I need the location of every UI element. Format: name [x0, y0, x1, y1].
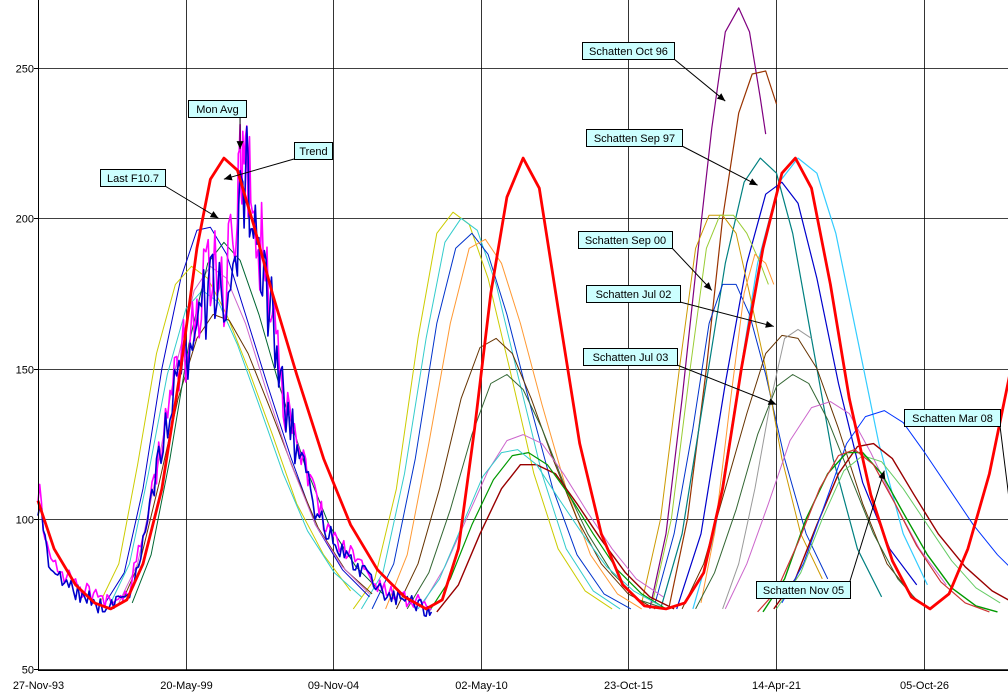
annotation-box — [904, 409, 1001, 427]
series-line-trend — [36, 156, 1008, 611]
series-lines — [36, 7, 1008, 617]
annotation-arrowhead — [223, 173, 233, 181]
y-tick-label: 200 — [16, 214, 34, 226]
annotation-callout: Schatten Nov 05 — [756, 470, 886, 599]
series-line-schatten-jul-03 — [681, 334, 912, 610]
annotation-callout: Schatten Sep 97 — [586, 129, 758, 186]
annotation-arrowhead — [765, 321, 774, 328]
annotation-arrowhead — [236, 141, 244, 150]
annotation-box — [583, 348, 678, 366]
series-line-schatten-mar-08-b — [781, 410, 1008, 604]
annotation-leader-line — [673, 58, 726, 102]
x-tick-label: 09-Nov-04 — [308, 680, 359, 692]
y-tick-label: 150 — [16, 365, 34, 377]
annotation-arrowhead — [748, 178, 758, 186]
y-tick-label: 250 — [16, 64, 34, 76]
series-line-schatten-sep-00 — [654, 283, 829, 604]
series-line-schatten-oct-96 — [649, 7, 767, 610]
annotation-arrowhead — [878, 470, 886, 480]
series-line-schatten-nov-05-b — [757, 449, 990, 613]
annotation-label: Schatten Jul 03 — [593, 352, 669, 364]
series-line-schatten-jul-03-c — [722, 328, 812, 610]
series-line-cycle-23-c — [110, 289, 362, 604]
annotation-label: Schatten Jul 02 — [596, 289, 672, 301]
x-tick-label: 23-Oct-15 — [604, 680, 653, 692]
annotation-label: Schatten Sep 97 — [594, 133, 675, 145]
series-line-schatten-sep-97 — [660, 157, 883, 610]
series-line-cycle-23-d — [121, 313, 373, 604]
series-line-cycle-24-e — [395, 337, 656, 610]
annotation-label: Schatten Oct 96 — [589, 46, 668, 58]
annotation-leader-line — [679, 301, 774, 327]
annotation-box — [582, 42, 675, 60]
annotation-leader-line — [849, 470, 885, 582]
annotation-leader-line — [671, 247, 713, 291]
annotation-callout: Schatten Jul 02 — [586, 285, 774, 328]
series-line-cycle-24-c — [371, 232, 632, 610]
annotation-label: Last F10.7 — [107, 173, 159, 185]
annotation-callout: Trend — [223, 142, 333, 181]
series-line-cycle-24-i — [428, 452, 667, 613]
annotation-box — [756, 581, 851, 599]
annotation-label: Schatten Nov 05 — [763, 585, 844, 597]
annotation-box — [100, 169, 166, 187]
series-line-schatten-jul-03-b — [695, 374, 920, 610]
annotation-callout: Schatten Mar 08 — [904, 409, 1008, 495]
annotation-box — [188, 100, 247, 118]
annotation-callout: Mon Avg — [188, 100, 247, 150]
series-line-cycle-24-d — [385, 238, 642, 610]
annotation-arrowhead — [703, 282, 712, 291]
y-tick-label: 100 — [16, 515, 34, 527]
series-line-schatten-sep-97-c — [676, 181, 918, 610]
annotation-arrowhead — [767, 398, 777, 405]
axes: 50 100 150 200 250 27-Nov-93 20-May-99 09-Nov-0… — [13, 0, 1008, 692]
series-line-cycle-24-f — [406, 374, 667, 610]
x-tick-label: 14-Apr-21 — [752, 680, 801, 692]
annotation-leader-line — [681, 145, 758, 186]
series-line-cycle-24-b — [360, 217, 621, 610]
annotation-leader-line — [223, 158, 295, 180]
annotation-label: Mon Avg — [196, 104, 239, 116]
annotation-label: Trend — [299, 146, 327, 158]
annotation-box — [586, 285, 681, 303]
series-line-schatten-oct-96-b — [668, 70, 778, 610]
annotation-callout: Schatten Jul 03 — [583, 348, 777, 406]
series-line-cycle-24-h — [436, 464, 675, 613]
x-tick-label: 20-May-99 — [160, 680, 213, 692]
annotation-arrowhead — [209, 211, 219, 219]
x-tick-label: 02-May-10 — [455, 680, 508, 692]
annotation-leader-line — [999, 425, 1008, 495]
series-line-schatten-jul-02-b — [652, 214, 769, 604]
annotation-box — [586, 129, 683, 147]
series-line-schatten-jul-02-c — [700, 253, 775, 603]
annotation-leader-line — [676, 364, 777, 406]
x-tick-label: 27-Nov-93 — [13, 680, 64, 692]
annotation-arrowhead — [716, 93, 726, 102]
annotation-box — [578, 231, 673, 249]
annotation-label: Schatten Sep 00 — [585, 235, 666, 247]
series-line-last-f10-7 — [37, 125, 433, 617]
annotation-callout: Last F10.7 — [100, 169, 219, 219]
annotation-callout: Schatten Sep 00 — [578, 231, 713, 291]
annotation-label: Schatten Mar 08 — [912, 413, 993, 425]
annotation-callout: Schatten Oct 96 — [582, 42, 726, 102]
y-tick-label: 50 — [22, 665, 34, 677]
series-line-cycle-24-j — [417, 449, 661, 610]
series-line-schatten-jul-02 — [641, 214, 823, 604]
annotation-leader-line — [164, 185, 219, 219]
x-tick-label: 05-Oct-26 — [900, 680, 949, 692]
annotations: Mon Avg Trend Last F10.7 Schatten Oct 96 Sch… — [100, 42, 1008, 599]
series-line-cycle-24-g — [422, 434, 664, 604]
annotation-box — [294, 142, 333, 160]
